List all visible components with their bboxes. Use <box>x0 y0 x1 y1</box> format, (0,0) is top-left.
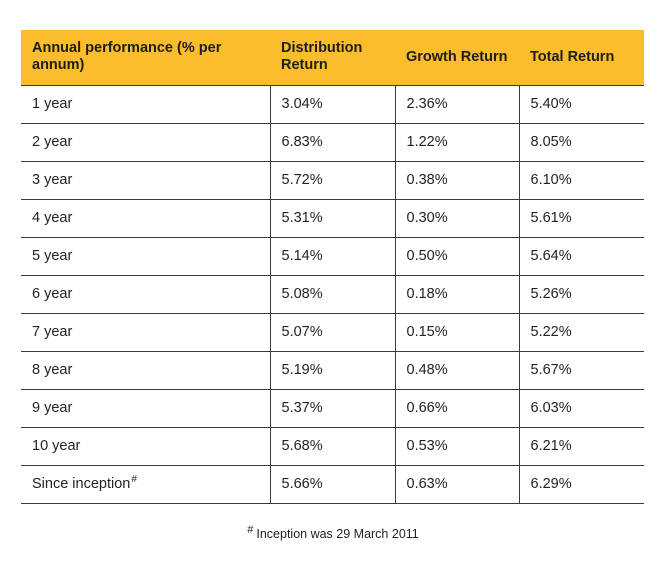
header-annual-performance: Annual performance (% per annum) <box>21 30 270 86</box>
period-cell: 9 year <box>21 389 270 428</box>
period-cell: 10 year <box>21 427 270 466</box>
footnote-text: Inception was 29 March 2011 <box>256 527 419 541</box>
distribution-return-cell: 6.83% <box>269 123 395 162</box>
growth-return-cell: 1.22% <box>394 123 519 162</box>
period-cell: 7 year <box>21 313 270 352</box>
table-row: 6 year 5.08% 0.18% 5.26% <box>21 275 644 314</box>
growth-return-cell: 0.38% <box>394 161 519 200</box>
table-row: Since inception# 5.66% 0.63% 6.29% <box>21 465 644 504</box>
period-cell: 3 year <box>21 161 270 200</box>
period-cell: 5 year <box>21 237 270 276</box>
growth-return-cell: 0.66% <box>394 389 519 428</box>
total-return-cell: 5.40% <box>518 85 644 124</box>
header-distribution-return: Distribution Return <box>270 30 395 86</box>
period-cell: 6 year <box>21 275 270 314</box>
performance-table: Annual performance (% per annum) Distrib… <box>21 30 644 504</box>
since-inception-label: Since inception <box>32 476 131 492</box>
total-return-cell: 5.64% <box>518 237 644 276</box>
total-return-cell: 6.03% <box>518 389 644 428</box>
total-return-cell: 5.67% <box>518 351 644 390</box>
growth-return-cell: 0.63% <box>394 465 519 504</box>
table-row: 8 year 5.19% 0.48% 5.67% <box>21 351 644 390</box>
table-row: 3 year 5.72% 0.38% 6.10% <box>21 161 644 200</box>
distribution-return-cell: 5.07% <box>269 313 395 352</box>
period-cell: Since inception# <box>21 465 270 504</box>
growth-return-cell: 0.30% <box>394 199 519 238</box>
period-cell: 2 year <box>21 123 270 162</box>
growth-return-cell: 0.15% <box>394 313 519 352</box>
table-row: 5 year 5.14% 0.50% 5.64% <box>21 237 644 276</box>
total-return-cell: 6.29% <box>518 465 644 504</box>
period-cell: 1 year <box>21 85 270 124</box>
footnote-mark: # <box>247 523 254 536</box>
distribution-return-cell: 3.04% <box>269 85 395 124</box>
performance-table-body: 1 year 3.04% 2.36% 5.40% 2 year 6.83% 1.… <box>21 85 644 504</box>
table-row: 2 year 6.83% 1.22% 8.05% <box>21 123 644 162</box>
table-row: 1 year 3.04% 2.36% 5.40% <box>21 85 644 124</box>
header-row: Annual performance (% per annum) Distrib… <box>21 30 644 86</box>
period-cell: 8 year <box>21 351 270 390</box>
distribution-return-cell: 5.66% <box>269 465 395 504</box>
footnote: # Inception was 29 March 2011 <box>0 523 666 541</box>
table-row: 7 year 5.07% 0.15% 5.22% <box>21 313 644 352</box>
growth-return-cell: 2.36% <box>394 85 519 124</box>
header-total-return: Total Return <box>519 30 644 86</box>
header-growth-return: Growth Return <box>395 30 519 86</box>
total-return-cell: 5.26% <box>518 275 644 314</box>
distribution-return-cell: 5.31% <box>269 199 395 238</box>
table-row: 4 year 5.31% 0.30% 5.61% <box>21 199 644 238</box>
total-return-cell: 6.21% <box>518 427 644 466</box>
distribution-return-cell: 5.68% <box>269 427 395 466</box>
performance-table-header: Annual performance (% per annum) Distrib… <box>21 30 644 86</box>
table-row: 10 year 5.68% 0.53% 6.21% <box>21 427 644 466</box>
distribution-return-cell: 5.19% <box>269 351 395 390</box>
total-return-cell: 6.10% <box>518 161 644 200</box>
total-return-cell: 5.22% <box>518 313 644 352</box>
distribution-return-cell: 5.08% <box>269 275 395 314</box>
table-row: 9 year 5.37% 0.66% 6.03% <box>21 389 644 428</box>
distribution-return-cell: 5.37% <box>269 389 395 428</box>
distribution-return-cell: 5.72% <box>269 161 395 200</box>
growth-return-cell: 0.48% <box>394 351 519 390</box>
growth-return-cell: 0.18% <box>394 275 519 314</box>
growth-return-cell: 0.50% <box>394 237 519 276</box>
period-cell: 4 year <box>21 199 270 238</box>
since-inception-footnote-mark: # <box>131 474 137 486</box>
distribution-return-cell: 5.14% <box>269 237 395 276</box>
total-return-cell: 5.61% <box>518 199 644 238</box>
total-return-cell: 8.05% <box>518 123 644 162</box>
growth-return-cell: 0.53% <box>394 427 519 466</box>
